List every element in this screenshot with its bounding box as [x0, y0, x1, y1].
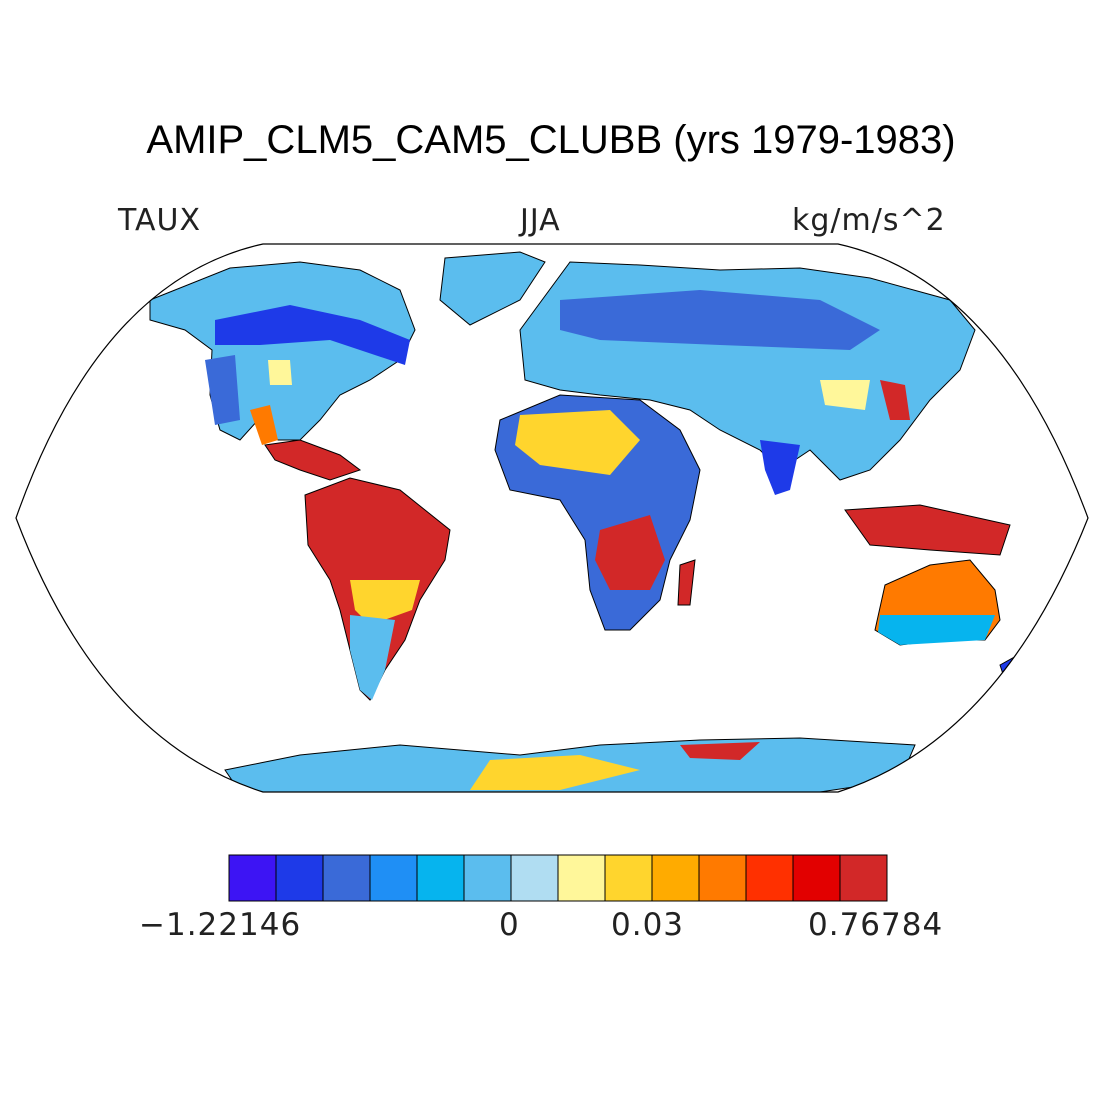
season-label: JJA	[520, 203, 561, 238]
colorbar-swatch	[557, 854, 606, 902]
new-zealand	[999, 639, 1051, 681]
colorbar-swatch	[322, 854, 371, 902]
antarctica-red	[680, 742, 760, 760]
sahara	[515, 410, 640, 475]
central-america	[264, 439, 362, 481]
southern-africa	[595, 515, 665, 590]
colorbar-swatch	[369, 854, 418, 902]
eurasia-band	[560, 290, 880, 350]
colorbar	[228, 854, 888, 902]
sa-tip	[350, 615, 395, 700]
colorbar-swatch	[463, 854, 512, 902]
indonesia	[844, 504, 1011, 556]
colorbar-swatch	[651, 854, 700, 902]
na-west	[205, 355, 240, 425]
colorbar-swatch	[745, 854, 794, 902]
sa-south	[350, 580, 420, 625]
india	[760, 440, 800, 495]
colorbar-swatch	[792, 854, 841, 902]
colorbar-label-max: 0.76784	[808, 907, 944, 943]
east-asia-red	[880, 380, 910, 420]
antarctica-yellow	[470, 755, 640, 790]
colorbar-swatch	[275, 854, 324, 902]
land-field	[149, 251, 1051, 792]
colorbar-swatch	[839, 854, 888, 902]
na-yellow	[268, 360, 292, 385]
colorbar-label-min: −1.22146	[139, 907, 302, 943]
units-label: kg/m/s^2	[792, 203, 946, 238]
colorbar-swatch	[698, 854, 747, 902]
colorbar-swatch	[510, 854, 559, 902]
colorbar-label-zero: 0	[499, 907, 520, 943]
colorbar-swatch	[604, 854, 653, 902]
colorbar-swatch	[228, 854, 277, 902]
australia-south	[878, 615, 995, 645]
variable-label: TAUX	[118, 203, 202, 238]
greenland	[439, 251, 546, 326]
map-border	[15, 243, 1089, 793]
colorbar-label-mid: 0.03	[611, 907, 685, 943]
plot-title: AMIP_CLM5_CAM5_CLUBB (yrs 1979-1983)	[146, 118, 956, 162]
asia-yellow	[820, 380, 870, 410]
mexico	[250, 405, 278, 445]
colorbar-swatch	[416, 854, 465, 902]
na-band	[215, 305, 410, 365]
madagascar	[677, 559, 696, 606]
